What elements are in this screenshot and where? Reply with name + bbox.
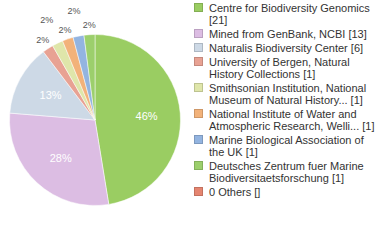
svg-text:2%: 2%: [68, 6, 81, 16]
html-text:University of Bergen, Natural: University of Bergen, Natural History Co…: [209, 56, 350, 80]
svg-text:28%: 28%: [50, 152, 72, 164]
svg-text:46%: 46%: [136, 110, 158, 122]
html-text:Centre for Biodiversity Genomi: Centre for Biodiversity Genomics [21]: [209, 2, 370, 26]
svg-text:2%: 2%: [59, 25, 72, 35]
html-text:Naturalis Biodiversity Center: Naturalis Biodiversity Center [6]: [209, 42, 364, 54]
html-text:0 Others []: 0 Others []: [209, 186, 261, 198]
svg-text:2%: 2%: [36, 35, 49, 45]
html-text:Marine Biological Association: Marine Biological Association of the UK …: [209, 134, 364, 158]
html-text:Smithsonian Institution, Natio: Smithsonian Institution, National Museum…: [209, 82, 367, 106]
svg-text:13%: 13%: [40, 89, 62, 101]
html-text:Mined from GenBank, NCBI [13]: Mined from GenBank, NCBI [13]: [209, 28, 367, 40]
html-text:Deutsches Zentrum fuer Marine: Deutsches Zentrum fuer Marine Biodiversi…: [209, 160, 364, 184]
html-text:National Institute of Water an: National Institute of Water and Atmosphe…: [209, 108, 375, 132]
svg-text:2%: 2%: [83, 20, 96, 30]
svg-text:2%: 2%: [40, 15, 53, 25]
